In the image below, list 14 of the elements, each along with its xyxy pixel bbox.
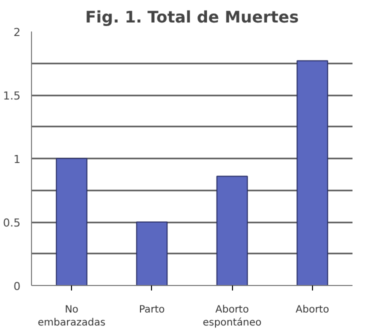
bar [56, 158, 88, 286]
y-tick-label: 2 [14, 26, 20, 39]
bar [296, 60, 328, 286]
x-tick-label: Parto [138, 304, 165, 316]
x-tick-label: No embarazadas [38, 304, 106, 329]
bar [136, 222, 168, 286]
x-tick-label: Aborto [296, 304, 330, 316]
y-tick-label: 1 [14, 153, 20, 166]
y-tick-label: 0 [14, 280, 20, 293]
y-tick-label: 0.5 [3, 216, 21, 230]
y-tick-label: 1.5 [3, 90, 21, 102]
chart-title: Fig. 1. Total de Muertes [85, 8, 299, 26]
x-tick-label: Aborto espontáneo [202, 304, 262, 329]
bar [216, 176, 248, 286]
